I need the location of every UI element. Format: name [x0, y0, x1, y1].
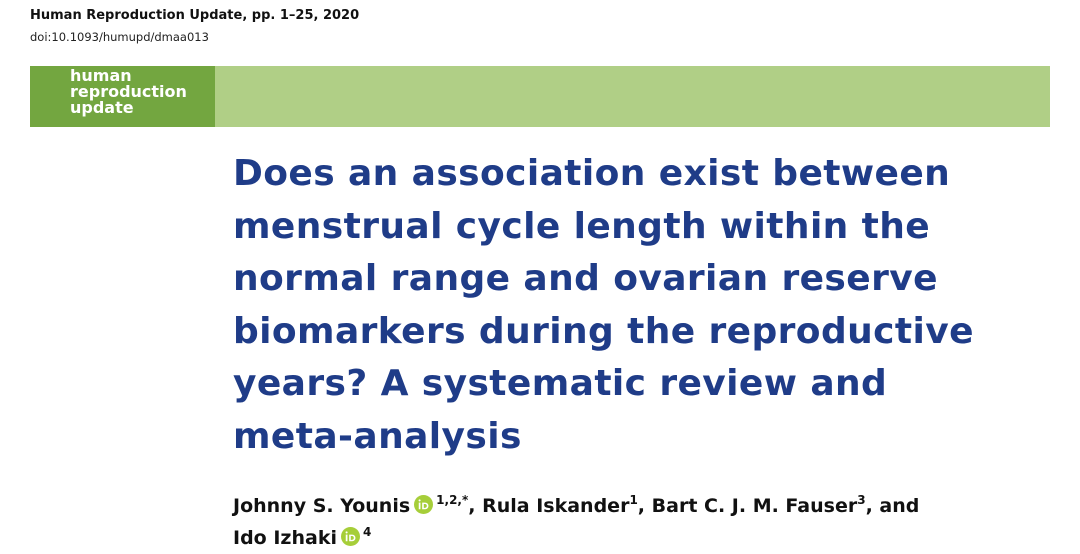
title-line: biomarkers during the reproductive: [233, 310, 974, 352]
title-line: normal range and ovarian reserve: [233, 258, 938, 300]
author-separator: ,: [468, 495, 476, 517]
title-line: Does an association exist between: [233, 153, 951, 194]
logo-line: human: [70, 66, 132, 85]
logo-line: reproduction: [70, 82, 187, 101]
article-title: Does an association exist between menstru…: [233, 148, 974, 464]
author-list: Johnny S. Younis 1,2,*, Rula Iskander1, B…: [233, 490, 919, 554]
author-name: Rula Iskander: [482, 495, 630, 517]
author-separator: , and: [865, 495, 920, 517]
author-separator: ,: [637, 495, 646, 517]
journal-citation: Human Reproduction Update, pp. 1–25, 202…: [30, 8, 360, 23]
author-name: Ido Izhaki: [233, 527, 337, 549]
affiliation: 1: [629, 493, 638, 507]
journal-banner: human reproduction update: [30, 66, 1050, 127]
author-name: Bart C. J. M. Fauser: [651, 495, 858, 517]
affiliation: 3: [857, 493, 866, 507]
doi: doi:10.1093/humupd/dmaa013: [30, 30, 209, 44]
title-line: menstrual cycle length within the: [233, 205, 931, 247]
author-name: Johnny S. Younis: [233, 495, 411, 517]
affiliation: 4: [362, 525, 372, 539]
logo-line: update: [70, 98, 134, 117]
title-line: meta-analysis: [233, 415, 522, 457]
journal-logo: human reproduction update: [30, 66, 215, 127]
title-line: years? A systematic review and: [233, 363, 888, 405]
orcid-icon[interactable]: [414, 495, 434, 514]
orcid-icon[interactable]: [340, 527, 360, 546]
affiliation: 1,2,*: [436, 493, 469, 507]
